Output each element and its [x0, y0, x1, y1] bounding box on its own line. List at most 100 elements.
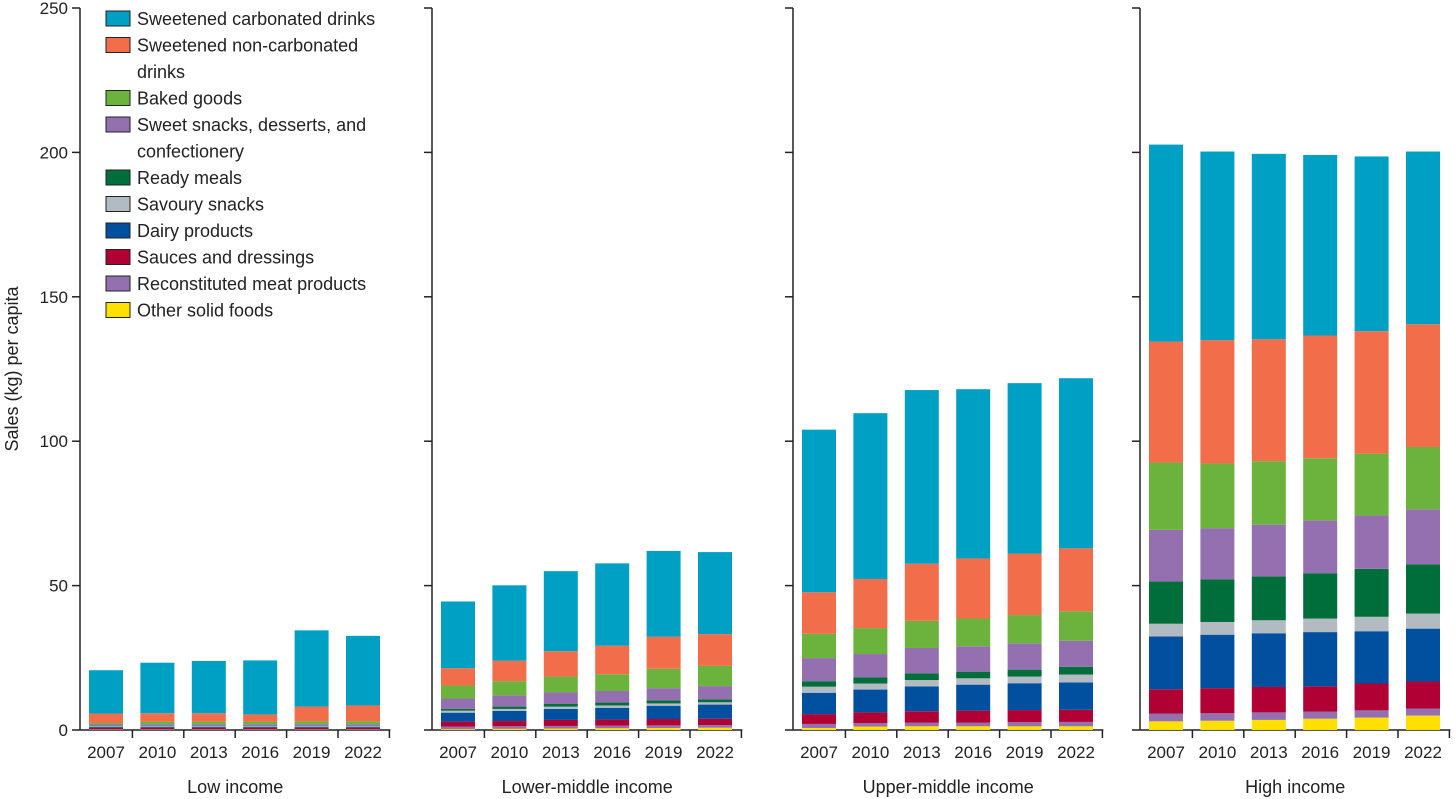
- bar-segment-savoury-snacks: [294, 726, 329, 727]
- bar-segment-sauces-and-dressings: [853, 712, 888, 724]
- bar-segment-other-solid-foods: [904, 726, 939, 730]
- bar-segment-reconstituted-meat-products: [492, 726, 527, 729]
- bar-segment-baked-goods: [698, 665, 732, 687]
- bar-segment-sauces-and-dressings: [1149, 689, 1183, 714]
- bar-segment-other-solid-foods: [1200, 720, 1235, 730]
- bar-segment-dairy-products: [1354, 631, 1389, 684]
- bar-segment-sweet-snacks-desserts-and-confectionery: [1007, 643, 1042, 670]
- x-tick-label: 2019: [1006, 743, 1044, 762]
- bar-segment-reconstituted-meat-products: [1059, 721, 1093, 727]
- bar-segment-other-solid-foods: [1354, 717, 1389, 730]
- bar-segment-sauces-and-dressings: [802, 714, 836, 724]
- bar-segment-sauces-and-dressings: [595, 719, 630, 726]
- bar-segment-ready-meals: [646, 700, 681, 704]
- x-tick-label: 2013: [1250, 743, 1288, 762]
- bar-segment-reconstituted-meat-products: [89, 729, 123, 730]
- bar-segment-sauces-and-dressings: [1059, 709, 1093, 722]
- bar-segment-sweetened-non-carbonated-drinks: [243, 714, 278, 722]
- bar-segment-reconstituted-meat-products: [1007, 722, 1042, 727]
- bar-segment-ready-meals: [441, 708, 475, 711]
- x-tick-label: 2016: [593, 743, 631, 762]
- bar-segment-sweet-snacks-desserts-and-confectionery: [1059, 640, 1093, 667]
- bar-segment-dairy-products: [853, 689, 888, 713]
- legend: Sweetened carbonated drinks Sweetened non…: [105, 9, 375, 321]
- bar-segment-sweet-snacks-desserts-and-confectionery: [294, 724, 329, 726]
- x-tick-label: 2007: [1147, 743, 1185, 762]
- bar-segment-sweetened-non-carbonated-drinks: [140, 713, 175, 722]
- bar-segment-ready-meals: [802, 681, 836, 687]
- bar-segment-sweet-snacks-desserts-and-confectionery: [1200, 528, 1235, 580]
- bar-segment-ready-meals: [294, 725, 329, 727]
- bar-segment-sweetened-carbonated-drinks: [904, 390, 939, 564]
- x-tick-label: 2019: [1353, 743, 1391, 762]
- bar-segment-sweet-snacks-desserts-and-confectionery: [646, 688, 681, 701]
- legend-item: Reconstituted meat products: [105, 274, 366, 294]
- x-tick-label: 2022: [1404, 743, 1442, 762]
- bar-segment-savoury-snacks: [243, 726, 278, 727]
- x-tick-label: 2022: [1057, 743, 1095, 762]
- legend-item: Sweet snacks, desserts, and confectionery: [105, 115, 366, 162]
- bar-segment-sweetened-carbonated-drinks: [1059, 378, 1093, 549]
- bar-segment-sweetened-carbonated-drinks: [1406, 151, 1440, 325]
- bar-segment-baked-goods: [1354, 453, 1389, 516]
- x-tick-label: 2019: [293, 743, 331, 762]
- bar-segment-savoury-snacks: [492, 708, 527, 711]
- bar-segment-sweetened-carbonated-drinks: [441, 601, 475, 669]
- bar-segment-sweet-snacks-desserts-and-confectionery: [853, 654, 888, 678]
- bar-segment-sauces-and-dressings: [956, 710, 991, 723]
- bar-segment-sweetened-non-carbonated-drinks: [698, 634, 732, 666]
- legend-label: confectionery: [137, 142, 244, 162]
- bar-segment-savoury-snacks: [89, 726, 123, 727]
- bar-segment-sweet-snacks-desserts-and-confectionery: [346, 724, 380, 726]
- bar-segment-reconstituted-meat-products: [346, 729, 380, 730]
- x-tick-label: 2007: [439, 743, 477, 762]
- bar-segment-sweet-snacks-desserts-and-confectionery: [89, 724, 123, 726]
- bar-segment-other-solid-foods: [956, 726, 991, 730]
- bar-segment-ready-meals: [1406, 564, 1440, 614]
- legend-label: Other solid foods: [137, 301, 273, 321]
- x-tick-label: 2007: [87, 743, 125, 762]
- bar-segment-reconstituted-meat-products: [543, 725, 578, 729]
- bar-segment-dairy-products: [243, 726, 278, 728]
- legend-swatch: [105, 90, 131, 106]
- bar-segment-sweetened-carbonated-drinks: [853, 413, 888, 579]
- bar-segment-sauces-and-dressings: [543, 719, 578, 726]
- bar-segment-dairy-products: [904, 686, 939, 712]
- bar-segment-ready-meals: [492, 706, 527, 709]
- bar-segment-ready-meals: [243, 725, 278, 727]
- legend-label: Sauces and dressings: [137, 248, 314, 268]
- bar-segment-other-solid-foods: [1251, 719, 1286, 730]
- bar-segment-savoury-snacks: [1406, 613, 1440, 629]
- bar-segment-sweetened-non-carbonated-drinks: [646, 636, 681, 669]
- bar-segment-sweetened-non-carbonated-drinks: [853, 578, 888, 629]
- bar-segment-ready-meals: [140, 725, 175, 727]
- bar-segment-ready-meals: [1200, 579, 1235, 622]
- bar-segment-sweetened-non-carbonated-drinks: [1059, 548, 1093, 612]
- legend-label: Ready meals: [137, 168, 242, 188]
- bar-segment-savoury-snacks: [346, 726, 380, 727]
- bar-segment-sweetened-carbonated-drinks: [346, 635, 380, 706]
- bar-segment-reconstituted-meat-products: [294, 729, 329, 730]
- legend-label: Sweetened carbonated drinks: [137, 9, 375, 29]
- bar-segment-other-solid-foods: [1059, 726, 1093, 730]
- bar-segment-sweetened-carbonated-drinks: [1149, 144, 1183, 342]
- bar-segment-other-solid-foods: [595, 728, 630, 730]
- bar-segment-sweetened-carbonated-drinks: [1251, 153, 1286, 340]
- bar-segment-reconstituted-meat-products: [1354, 710, 1389, 718]
- bar-segment-other-solid-foods: [492, 728, 527, 730]
- bar-segment-reconstituted-meat-products: [441, 726, 475, 730]
- panel-high-income: 2007 2010 2013 2016 2019 2022 High income: [1132, 7, 1451, 797]
- bar-segment-savoury-snacks: [1149, 623, 1183, 637]
- x-tick-label: 2010: [138, 743, 176, 762]
- bar-segment-sweetened-carbonated-drinks: [698, 552, 732, 635]
- bar-segment-savoury-snacks: [441, 710, 475, 713]
- bar-segment-sweetened-carbonated-drinks: [646, 550, 681, 637]
- x-tick-label: 2022: [696, 743, 734, 762]
- bar-segment-other-solid-foods: [543, 728, 578, 730]
- bar-segment-sauces-and-dressings: [698, 718, 732, 726]
- bar-segment-other-solid-foods: [441, 729, 475, 730]
- bar-segment-savoury-snacks: [543, 706, 578, 709]
- legend-item: Sauces and dressings: [105, 248, 314, 268]
- legend-swatch: [105, 10, 131, 27]
